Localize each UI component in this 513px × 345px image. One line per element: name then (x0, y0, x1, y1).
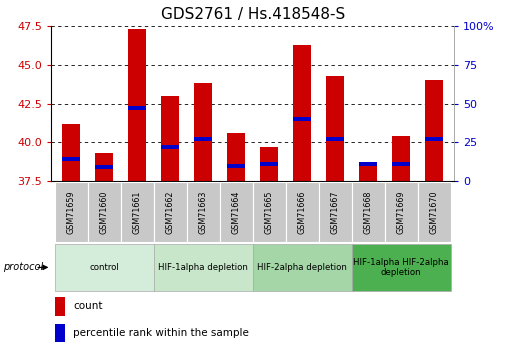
Bar (62, 124, 80, 181)
Text: control: control (89, 263, 119, 272)
Text: GSM71662: GSM71662 (166, 190, 174, 234)
Bar (54, 244, 153, 290)
Bar (194, 83, 212, 181)
Text: GSM71666: GSM71666 (298, 190, 307, 234)
Bar (359, 166, 377, 181)
Bar (352, 183, 385, 242)
Text: GSM71664: GSM71664 (232, 190, 241, 234)
Title: GDS2761 / Hs.418548-S: GDS2761 / Hs.418548-S (161, 7, 345, 22)
Bar (425, 80, 443, 181)
Text: count: count (73, 302, 103, 312)
Bar (326, 76, 344, 181)
Bar (260, 162, 278, 166)
Bar (128, 106, 146, 110)
Bar (62, 157, 80, 161)
Text: GSM71665: GSM71665 (265, 190, 273, 234)
Bar (220, 183, 252, 242)
Bar (161, 96, 179, 181)
Bar (359, 162, 377, 166)
Bar (418, 183, 451, 242)
Bar (260, 147, 278, 181)
Text: HIF-1alpha depletion: HIF-1alpha depletion (158, 263, 248, 272)
Bar (153, 244, 252, 290)
Bar (227, 133, 245, 181)
Bar (54, 183, 88, 242)
Bar (425, 137, 443, 141)
Text: protocol: protocol (3, 263, 43, 272)
Bar (286, 183, 319, 242)
Bar (252, 183, 286, 242)
Bar (194, 137, 212, 141)
Text: GSM71659: GSM71659 (67, 190, 75, 234)
Bar (392, 136, 410, 181)
Bar (161, 145, 179, 149)
Bar (392, 162, 410, 166)
Bar (252, 244, 352, 290)
Bar (95, 165, 113, 169)
Bar (121, 183, 153, 242)
Text: GSM71667: GSM71667 (331, 190, 340, 234)
Bar (88, 183, 121, 242)
Text: GSM71661: GSM71661 (133, 190, 142, 234)
Text: percentile rank within the sample: percentile rank within the sample (73, 328, 249, 338)
Bar (319, 183, 352, 242)
Bar (293, 117, 311, 121)
Text: GSM71669: GSM71669 (397, 190, 406, 234)
Bar (55, 324, 65, 342)
Bar (293, 45, 311, 181)
Text: HIF-2alpha depletion: HIF-2alpha depletion (257, 263, 347, 272)
Text: GSM71668: GSM71668 (364, 190, 372, 234)
Bar (227, 164, 245, 168)
Text: GSM71660: GSM71660 (100, 190, 109, 234)
Bar (352, 244, 451, 290)
Bar (128, 29, 146, 181)
Text: HIF-1alpha HIF-2alpha
depletion: HIF-1alpha HIF-2alpha depletion (353, 258, 449, 277)
Bar (385, 183, 418, 242)
Bar (153, 183, 187, 242)
Bar (55, 297, 65, 316)
Text: GSM71670: GSM71670 (430, 190, 439, 234)
Bar (187, 183, 220, 242)
Bar (95, 153, 113, 181)
Text: GSM71663: GSM71663 (199, 190, 208, 234)
Bar (326, 137, 344, 141)
